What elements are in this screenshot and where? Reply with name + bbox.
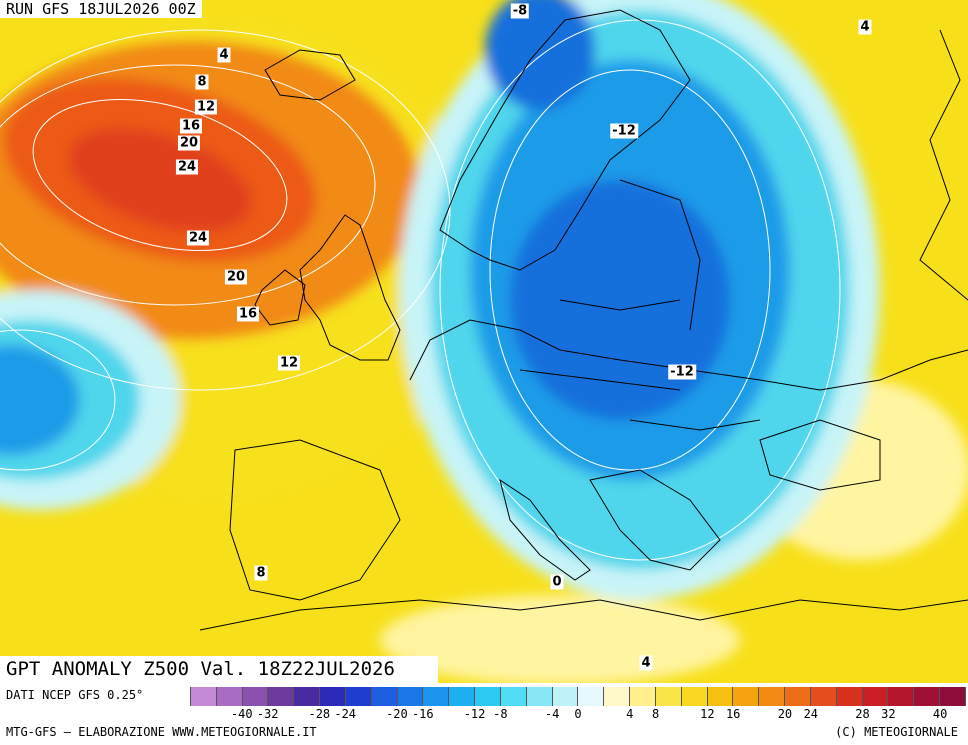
data-source: DATI NCEP GFS 0.25° (6, 688, 144, 702)
ireland-coast (254, 269, 306, 326)
high-anomaly-core (68, 128, 252, 232)
scale-tick-label: -28 (308, 707, 331, 721)
low-anomaly-east-core (510, 180, 730, 420)
balkans-coast (589, 469, 721, 571)
contour-label: 16 (179, 118, 203, 134)
scale-swatch (190, 687, 217, 706)
contour-label: 4 (639, 655, 653, 671)
color-scale-ticks: -40 -32 -28 -24 -20 -16 -12 -8 -4 0 4 8 12 16 20 24 28 32… (190, 707, 966, 725)
scale-swatch (242, 687, 269, 706)
contour-label: 8 (254, 565, 268, 581)
contour-label: 20 (177, 135, 201, 151)
scale-tick-label: -24 (334, 707, 357, 721)
eastern-borders (519, 179, 761, 431)
coastlines (199, 9, 968, 631)
scale-swatch (526, 687, 553, 706)
scale-swatch (578, 687, 605, 706)
low-anomaly-west-core (0, 345, 80, 455)
contour-label: 8 (195, 74, 209, 90)
contour-label: 4 (217, 47, 231, 63)
scale-tick-label: 8 (651, 707, 660, 721)
contour-label: 0 (550, 574, 564, 590)
scale-swatch (707, 687, 734, 706)
color-scale-bar (190, 687, 966, 706)
scale-swatch (810, 687, 837, 706)
contour-label: 20 (224, 269, 248, 285)
credit-text: MTG-GFS — ELABORAZIONE WWW.METEOGIORNALE… (6, 725, 317, 739)
map-title: GPT ANOMALY Z500 Val. 18Z22JUL2026 (0, 656, 438, 683)
scale-swatch (500, 687, 527, 706)
scale-swatch (888, 687, 915, 706)
contour-label: 16 (236, 306, 260, 322)
scale-tick-label: -4 (544, 707, 560, 721)
scale-tick-label: -16 (411, 707, 434, 721)
contour-label: 12 (194, 99, 218, 115)
scale-tick-label: -8 (493, 707, 508, 721)
scale-tick-label: 28 (855, 707, 870, 721)
iberia-coast (229, 439, 401, 601)
isolines (0, 19, 841, 561)
scale-swatch (449, 687, 476, 706)
contour-label: 24 (175, 159, 199, 175)
contour-label: 24 (186, 230, 210, 246)
scale-swatch (552, 687, 579, 706)
iceland-coast (264, 49, 356, 101)
scale-tick-label: 20 (777, 707, 793, 721)
scale-swatch (733, 687, 760, 706)
scale-swatch (216, 687, 243, 706)
scale-swatch (397, 687, 424, 706)
scale-swatch (630, 687, 656, 706)
scale-swatch (940, 687, 966, 706)
scale-swatch (320, 687, 346, 706)
scale-tick-label: 16 (725, 707, 741, 721)
scale-swatch (604, 687, 631, 706)
scale-swatch (681, 687, 708, 706)
legend-footer: DATI NCEP GFS 0.25° -40 -32 -28 -24 -20 -16 -1… (0, 683, 968, 745)
scale-tick-label: 40 (932, 707, 948, 721)
italy-coast (499, 478, 591, 581)
anomaly-map (0, 0, 968, 683)
scale-tick-label: 12 (700, 707, 715, 721)
scale-swatch (759, 687, 786, 706)
scale-swatch (914, 687, 941, 706)
scale-tick-label: -20 (386, 707, 408, 721)
scale-swatch (423, 687, 450, 706)
britain-coast (299, 214, 401, 361)
scale-tick-label: 0 (574, 707, 582, 721)
north-africa-coast (199, 599, 968, 631)
scale-swatch (655, 687, 682, 706)
scale-swatch (475, 687, 501, 706)
scale-tick-label: 24 (803, 707, 819, 721)
scale-swatch (268, 687, 295, 706)
copyright-text: (C) METEOGIORNALE (835, 725, 958, 739)
scale-swatch (785, 687, 811, 706)
scale-swatch (371, 687, 398, 706)
scale-tick-label: 32 (881, 707, 896, 721)
scale-swatch (294, 687, 321, 706)
east-coastline (919, 29, 968, 301)
scale-tick-label: -12 (463, 707, 486, 721)
contour-label: 4 (858, 19, 872, 35)
contour-label: -12 (668, 364, 696, 380)
scale-swatch (862, 687, 889, 706)
contour-label: -8 (510, 3, 530, 19)
scale-tick-label: -32 (256, 707, 279, 721)
mainland-europe-coast (409, 319, 968, 391)
scale-tick-label: 4 (626, 707, 634, 721)
black-sea-coast (759, 419, 881, 491)
contour-label: -12 (610, 123, 638, 139)
contour-label: 12 (277, 355, 301, 371)
anomaly-field (0, 0, 968, 683)
run-label: RUN GFS 18JUL2026 00Z (0, 0, 202, 18)
scale-tick-label: -40 (230, 707, 253, 721)
scandinavia-coast (439, 9, 691, 271)
scale-swatch (345, 687, 372, 706)
scale-swatch (836, 687, 863, 706)
